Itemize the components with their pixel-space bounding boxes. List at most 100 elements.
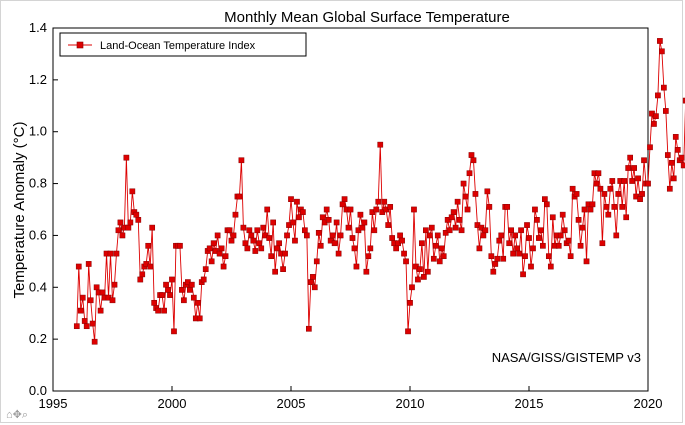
data-point xyxy=(79,294,86,301)
data-point xyxy=(579,224,586,231)
data-point xyxy=(268,253,275,260)
data-point xyxy=(194,299,201,306)
data-point xyxy=(587,206,594,213)
data-point xyxy=(603,204,610,210)
data-point xyxy=(464,206,471,213)
data-point xyxy=(518,227,524,234)
data-point xyxy=(561,227,568,234)
chart-title: Monthly Mean Global Surface Temperature xyxy=(224,9,510,26)
source-annotation: NASA/GISS/GISTEMP v3 xyxy=(492,350,641,365)
data-point xyxy=(593,180,600,187)
data-point xyxy=(492,261,499,267)
data-point xyxy=(300,209,306,215)
data-point xyxy=(486,204,493,210)
plot-toolbar-icons[interactable]: ⌂✥⌕ xyxy=(6,409,28,421)
data-point xyxy=(631,165,637,171)
y-tick-label: 0.6 xyxy=(29,227,47,242)
data-point xyxy=(290,219,296,226)
data-point xyxy=(609,178,616,184)
y-tick-label: 0.2 xyxy=(29,331,47,346)
data-point xyxy=(288,196,294,202)
data-point xyxy=(423,227,429,234)
data-point xyxy=(583,258,590,265)
data-point xyxy=(319,214,326,221)
data-point xyxy=(365,253,372,260)
series-land-ocean-temperature-index xyxy=(73,38,685,345)
data-point xyxy=(387,204,394,210)
data-point xyxy=(415,276,421,283)
data-point xyxy=(504,204,511,210)
data-point xyxy=(111,281,118,288)
data-point xyxy=(244,245,251,252)
data-point xyxy=(232,211,239,218)
data-point xyxy=(627,154,633,161)
data-point xyxy=(357,211,364,218)
data-point xyxy=(549,214,556,221)
data-point xyxy=(508,227,514,234)
y-tick-label: 1.0 xyxy=(29,124,47,139)
data-point xyxy=(226,227,233,234)
data-point xyxy=(145,242,152,249)
data-point xyxy=(337,232,344,239)
data-point xyxy=(311,284,318,291)
data-point xyxy=(339,201,346,208)
y-axis-label: Temperature Anomaly (°C) xyxy=(11,122,28,299)
data-point xyxy=(678,154,685,161)
data-point xyxy=(462,193,469,200)
data-point xyxy=(440,253,447,260)
data-point xyxy=(333,219,340,226)
data-point xyxy=(177,242,183,249)
data-point xyxy=(557,232,564,239)
data-point xyxy=(155,307,161,314)
data-point xyxy=(220,263,227,270)
data-point xyxy=(129,188,136,195)
data-point xyxy=(430,255,437,262)
data-point xyxy=(187,287,193,293)
data-point xyxy=(113,250,120,257)
data-point xyxy=(476,245,483,252)
data-point xyxy=(674,147,681,153)
x-tick-label: 2015 xyxy=(515,396,544,411)
data-point xyxy=(456,217,463,223)
data-point xyxy=(127,219,134,226)
data-point xyxy=(196,315,203,322)
data-point xyxy=(282,250,288,257)
x-tick-label: 1995 xyxy=(39,396,68,411)
data-point xyxy=(81,318,88,324)
data-point xyxy=(432,242,439,249)
data-point xyxy=(575,217,582,223)
data-point xyxy=(119,232,126,239)
data-point xyxy=(179,287,185,293)
data-point xyxy=(307,279,314,285)
data-point xyxy=(607,185,614,192)
data-point xyxy=(165,287,171,293)
data-point xyxy=(666,185,673,192)
data-point xyxy=(325,217,332,223)
y-tick-label: 0.0 xyxy=(29,383,47,398)
data-point xyxy=(323,206,330,213)
data-point xyxy=(438,245,445,252)
data-point xyxy=(373,206,380,213)
data-point xyxy=(218,245,225,252)
data-point xyxy=(147,263,154,270)
data-point xyxy=(107,250,114,257)
data-point xyxy=(89,320,96,327)
data-point xyxy=(595,170,602,177)
data-point xyxy=(514,245,520,252)
data-point xyxy=(375,198,382,205)
y-tick-label: 0.8 xyxy=(29,176,47,191)
data-point xyxy=(403,258,409,265)
data-point xyxy=(500,255,507,262)
axes: 0.0 0.2 0.4 0.6 0.8 1.0 1.2 1.4 1995 2000 2005 2010… xyxy=(29,20,663,411)
data-point xyxy=(663,108,669,114)
data-point xyxy=(601,191,608,197)
data-point xyxy=(516,250,522,257)
data-point xyxy=(664,152,671,158)
data-point xyxy=(371,227,378,234)
data-point xyxy=(611,204,618,210)
data-point xyxy=(250,237,257,244)
data-point xyxy=(651,121,657,127)
data-point xyxy=(236,193,243,200)
data-point xyxy=(484,188,491,195)
